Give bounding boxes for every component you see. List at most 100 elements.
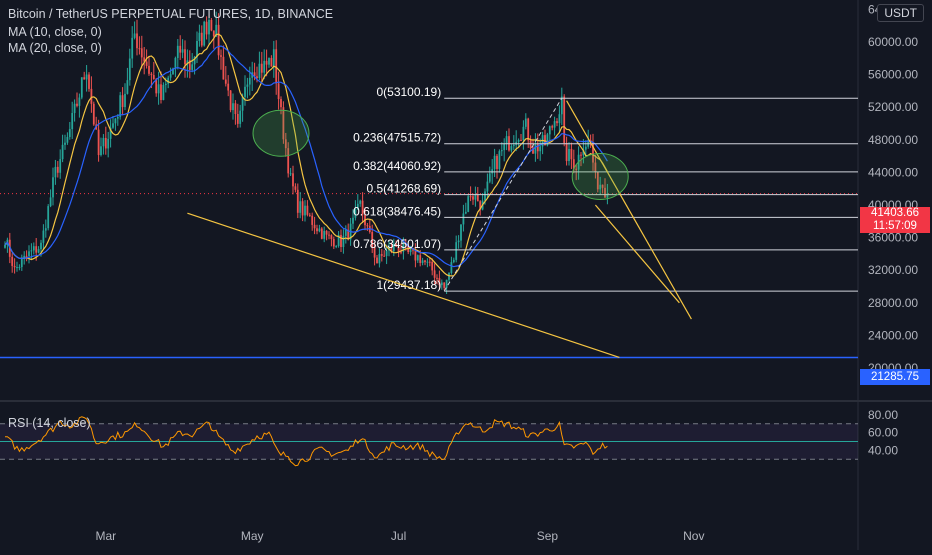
last-price-badge: 41403.66: [860, 207, 930, 220]
candle-body: [210, 19, 213, 31]
candle-body: [241, 96, 244, 111]
candle-body: [289, 173, 292, 175]
candle-body: [532, 148, 534, 154]
candle-body: [503, 143, 506, 151]
candle-body: [54, 166, 57, 178]
candle-body: [575, 168, 578, 170]
candle-body: [520, 139, 522, 141]
candle-body: [239, 110, 242, 124]
chart-title: Bitcoin / TetherUS PERPETUAL FUTURES, 1D…: [8, 7, 334, 21]
candle-body: [71, 113, 74, 130]
price-tick-label: 44000.00: [868, 165, 918, 179]
candle-body: [366, 225, 369, 227]
candle-body: [4, 244, 6, 248]
candle-body: [18, 267, 21, 269]
candle-body: [397, 246, 400, 252]
candle-body: [90, 88, 93, 104]
candle-body: [11, 256, 14, 266]
candle-body: [342, 235, 345, 248]
candle-body: [229, 90, 232, 111]
candle-body: [179, 45, 182, 53]
candle-body: [359, 200, 362, 204]
candle-body: [431, 261, 434, 271]
candle-body: [529, 140, 532, 149]
candle-body: [404, 243, 407, 246]
candle-body: [217, 24, 220, 56]
candle-body: [227, 83, 230, 91]
trendline: [187, 212, 620, 358]
fib-level-label: 0.618(38476.45): [353, 204, 441, 218]
fib-level-label: 0(53100.19): [376, 85, 441, 99]
candle-body: [30, 250, 33, 252]
trendline: [594, 204, 680, 304]
candle-body: [76, 103, 78, 106]
candle-body: [169, 74, 172, 78]
candle-body: [176, 45, 179, 58]
candle-body: [294, 186, 297, 190]
candle-body: [344, 229, 347, 236]
candle-body: [500, 150, 503, 152]
candle-body: [145, 61, 148, 66]
candle-body: [13, 265, 16, 268]
candle-body: [152, 75, 155, 80]
candle-body: [323, 230, 326, 239]
candle-body: [88, 74, 90, 89]
candle-body: [244, 86, 246, 97]
candle-body: [325, 230, 328, 235]
rsi-line: [5, 416, 608, 467]
candle-body: [59, 159, 62, 173]
candle-body: [392, 244, 395, 252]
time-tick-label: Nov: [683, 529, 704, 543]
candle-body: [464, 211, 467, 214]
currency-selector-button[interactable]: USDT: [877, 4, 924, 22]
candle-body: [572, 159, 575, 169]
candle-body: [253, 72, 256, 77]
candle-body: [510, 146, 513, 151]
candle-body: [174, 57, 177, 69]
candle-body: [594, 162, 597, 172]
candle-body: [109, 127, 112, 139]
candle-body: [551, 126, 554, 128]
candle-body: [385, 250, 388, 256]
fib-level-label: 0.236(47515.72): [353, 131, 441, 145]
candle-body: [136, 33, 138, 49]
price-tick-label: 24000.00: [868, 328, 918, 342]
candle-body: [421, 260, 424, 263]
candle-body: [596, 171, 599, 190]
candle-body: [97, 129, 100, 156]
candle-body: [536, 143, 539, 152]
candle-body: [80, 77, 83, 98]
candle-body: [37, 249, 40, 253]
candle-body: [584, 146, 587, 150]
candle-body: [472, 196, 474, 200]
candle-body: [131, 37, 134, 59]
rsi-tick-label: 40.00: [868, 443, 898, 457]
candle-body: [335, 245, 338, 247]
candle-body: [414, 249, 417, 261]
candle-body: [64, 142, 66, 145]
candle-body: [292, 173, 294, 187]
candle-body: [92, 103, 95, 125]
candle-body: [40, 242, 42, 250]
candle-body: [181, 49, 184, 53]
candle-body: [68, 129, 71, 137]
candle-body: [565, 143, 568, 162]
time-tick-label: Jul: [391, 529, 406, 543]
candle-body: [83, 77, 86, 80]
candle-body: [412, 249, 414, 251]
candle-body: [258, 63, 261, 79]
price-tick-label: 32000.00: [868, 263, 918, 277]
candle-body: [119, 95, 122, 117]
candle-body: [248, 77, 251, 85]
candle-body: [280, 99, 282, 108]
candle-body: [296, 189, 299, 213]
candle-body: [73, 103, 76, 114]
horizontal-level-badge: 21285.75: [860, 369, 930, 385]
time-tick-label: Sep: [537, 529, 559, 543]
candle-body: [424, 260, 426, 263]
candle-body: [436, 277, 438, 279]
time-tick-label: Mar: [95, 529, 116, 543]
candle-body: [126, 80, 129, 94]
